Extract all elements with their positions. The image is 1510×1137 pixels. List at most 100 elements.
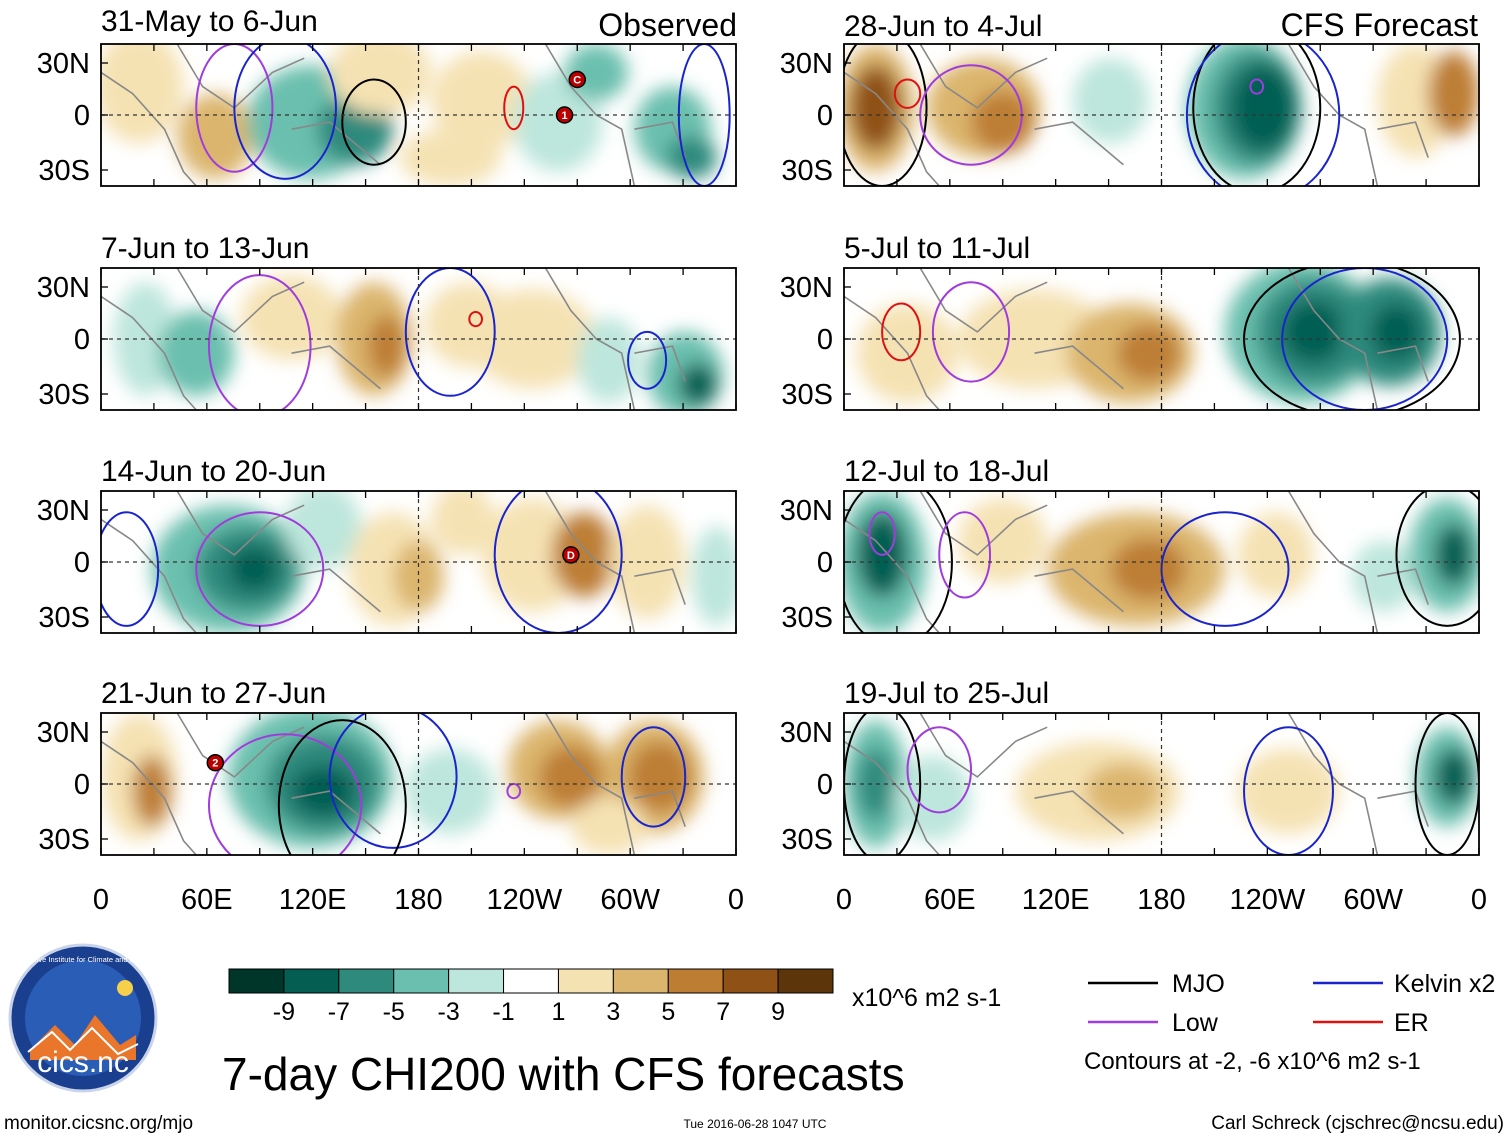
lon-label: 0 [93,884,109,916]
lat-label: 30N [37,272,90,304]
anomaly-blob [628,741,692,813]
footer-url: monitor.cicsnc.org/mjo [4,1113,193,1134]
contour-line [906,726,972,814]
contour-line [1249,78,1265,95]
anomaly-blob [1434,523,1473,587]
colorbar-swatch [283,968,340,994]
anomaly-blob [431,491,495,555]
lon-label: 120W [486,884,562,916]
map-panel-right-0: 30N 0 30S [780,43,1480,187]
colorbar-swatch [777,968,834,994]
lon-label: 120E [1022,884,1090,916]
anomaly-blob [469,289,597,389]
lat-label: 30S [781,155,833,187]
contour-line [468,311,483,328]
anomaly-blob [1110,537,1187,601]
coastlines [101,713,686,855]
lat-label: 30N [37,495,90,527]
anomaly-blob [678,363,717,406]
anomaly-blob [666,136,717,179]
contour-line [938,511,992,599]
contour-line [506,783,522,800]
lat-label: 0 [74,769,90,801]
anomaly-blob [856,748,895,820]
contour-line [493,491,623,633]
anomaly-blob [177,93,254,179]
coastlines [844,268,1429,410]
contour-line [844,713,922,855]
anomaly-blob [1237,748,1340,834]
panel-date-left-4: 21-Jun to 27-Jun [101,677,326,710]
contour-line [195,511,325,627]
colorbar-tick-label: -5 [383,998,405,1026]
lon-label: 180 [1137,884,1185,916]
lon-label: 180 [394,884,442,916]
lat-label: 0 [817,769,833,801]
lat-label: 30N [37,717,90,749]
footer-timestamp: Tue 2016-06-28 1047 UTC [684,1117,827,1131]
anomaly-blob [1352,540,1416,612]
legend-label-er: ER [1394,1009,1429,1037]
coastlines [101,268,686,410]
lat-label: 0 [74,547,90,579]
anomaly-blob [1282,300,1346,364]
colorbar-tick-label: -9 [273,998,295,1026]
contour-line [207,274,312,410]
lat-label: 30S [781,379,833,411]
lon-label: 120E [279,884,347,916]
map-panel-left-3: 30N 0 30S 2 [37,712,737,856]
anomaly-blob [393,540,444,612]
storm-marker: C [568,70,586,89]
anomaly-blob [894,755,972,841]
lon-label: 60E [924,884,976,916]
map-panel-right-3: 30N 0 30S [780,712,1480,856]
anomaly-blob [132,755,171,827]
map-panel-right-2: 30N 0 30S [780,490,1480,634]
map-panels-layer: 30N030S1C30N030S30N030SD30N030S230N030S3… [37,43,1487,916]
lat-label: 30S [38,379,90,411]
legend-label-mjo: MJO [1172,970,1225,998]
cics-logo: Cooperative Institute for Climate and Sa… [6,943,160,1093]
anomaly-blob [1231,65,1295,151]
lon-label: 0 [836,884,852,916]
lon-label: 60W [600,884,660,916]
contour-line [277,719,407,855]
anomaly-blob [1371,303,1422,361]
lat-label: 30N [37,48,90,80]
colorbar-swatch [338,968,395,994]
svg-text:1: 1 [561,110,567,122]
lat-label: 30N [780,495,833,527]
colorbar-tick-label: -7 [328,998,350,1026]
contour-line [233,44,337,180]
footer-credit: Carl Schreck (cjschrec@ncsu.edu) [1211,1113,1504,1134]
storm-marker: 1 [555,106,574,124]
colorbar-unit: x10^6 m2 s-1 [852,984,1001,1012]
anomaly-blob [158,310,235,396]
anomaly-blob [405,748,495,834]
contour-line [627,330,668,390]
anomaly-blob [570,798,648,855]
anomaly-blob [850,65,902,151]
colorbar-swatch [393,968,450,994]
panel-date-left-1: 31-May to 6-Jun [101,5,318,38]
contour-line [893,78,922,109]
panel-date-right-3: 12-Jul to 18-Jul [844,455,1049,488]
anomaly-blob [1434,748,1473,806]
anomaly-blob [1117,324,1181,382]
contour-line [207,733,363,855]
legend: MJO Kelvin x2 Low ER Contours at -2, -6 … [1084,970,1495,1075]
logo-wordmark: cics.nc [37,1046,129,1079]
contour-line [881,302,922,362]
contour-line [1185,44,1341,186]
coastlines [844,491,1429,633]
lat-label: 30S [38,155,90,187]
contour-line [341,78,407,166]
map-panel-left-0: 30N 0 30S 1 C [37,43,737,187]
anomaly-blob [367,314,406,378]
svg-text:C: C [573,75,581,87]
panel-date-left-3: 14-Jun to 20-Jun [101,455,326,488]
contour-note: Contours at -2, -6 x10^6 m2 s-1 [1084,1048,1421,1075]
svg-text:D: D [567,550,575,562]
contour-line [931,281,1011,383]
